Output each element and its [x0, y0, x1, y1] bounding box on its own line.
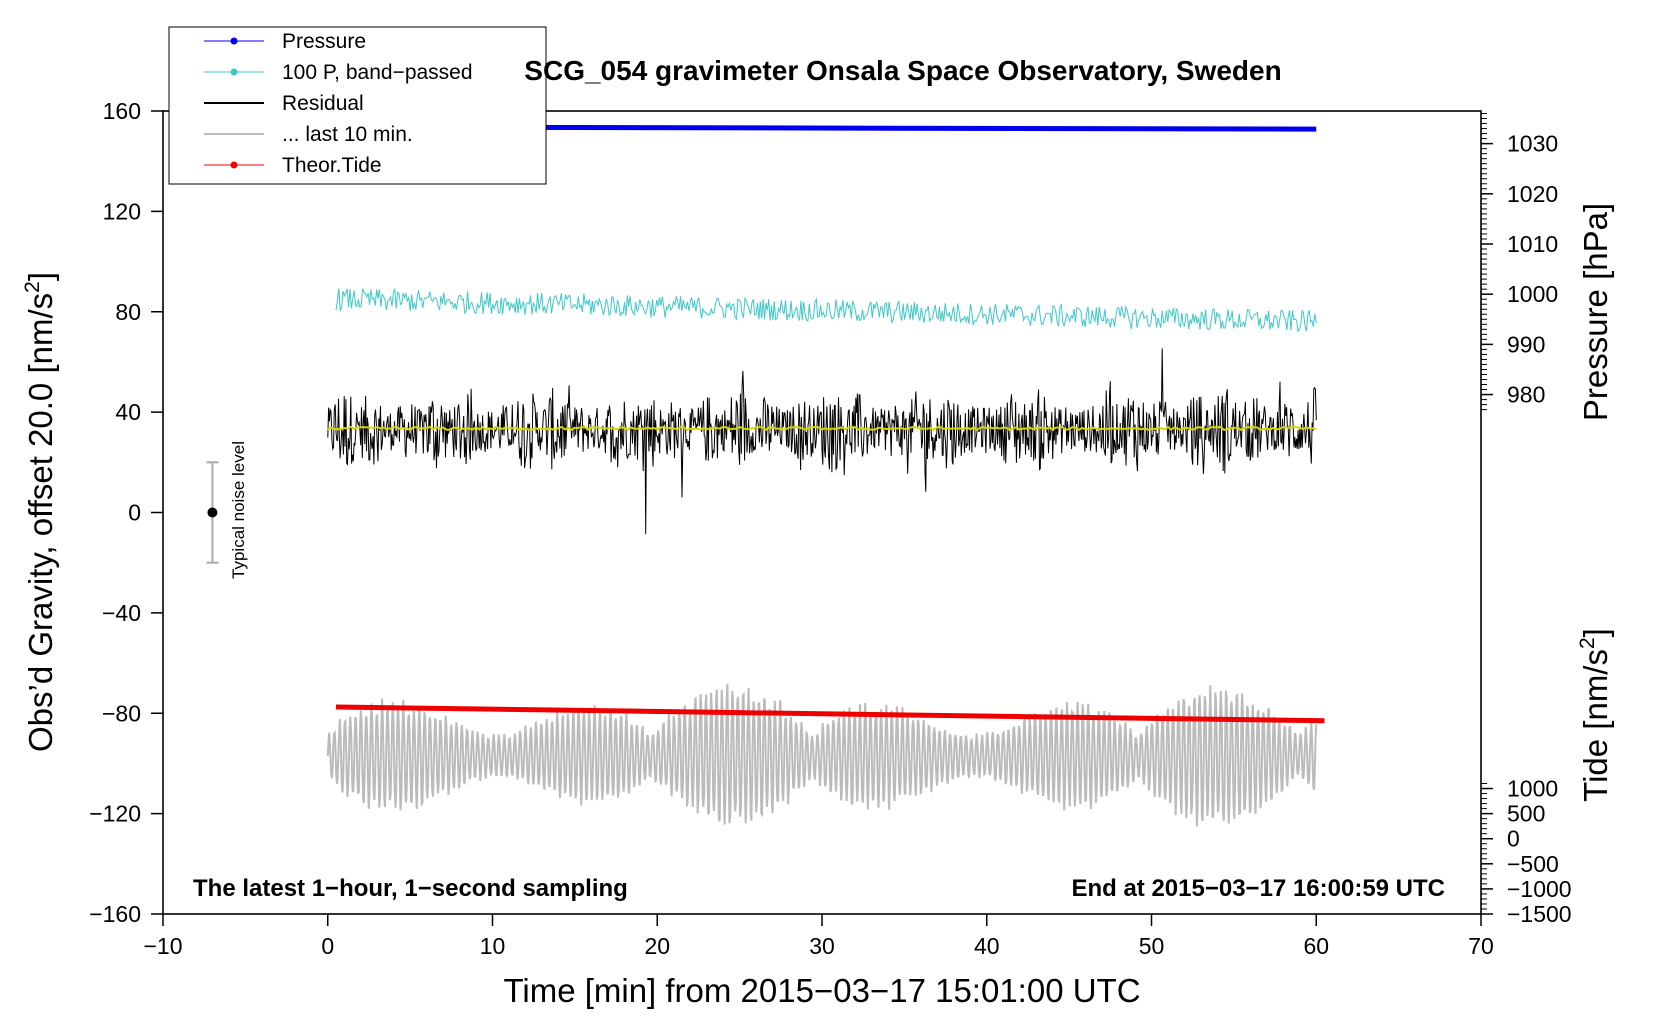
- legend: Pressure 100 P, band−passed Residual ... la…: [168, 26, 547, 185]
- y-axis-title-prefix: Obs’d Gravity, offset 20.0 [nm/s: [22, 293, 59, 752]
- end-time-annotation: End at 2015−03−17 16:00:59 UTC: [1071, 875, 1445, 902]
- pressure-tick-label: 1010: [1507, 231, 1558, 257]
- y-axis-title: Obs’d Gravity, offset 20.0 [nm/s2]: [21, 272, 59, 752]
- y-axis-title-sup: 2: [21, 281, 44, 293]
- noise-bar-dot: [207, 507, 218, 518]
- x-tick-label: 40: [974, 933, 1000, 959]
- x-tick-label: 10: [480, 933, 506, 959]
- y-tick-label: 40: [115, 399, 141, 425]
- x-tick-label: 30: [809, 933, 835, 959]
- x-axis-title: Time [min] from 2015−03−17 15:01:00 UTC: [503, 972, 1140, 1009]
- y-tick-label: 160: [103, 98, 141, 124]
- theoretical-tide-line: [335, 704, 1325, 724]
- legend-label: 100 P, band−passed: [282, 61, 473, 84]
- residual-mean-line: [327, 425, 1317, 432]
- x-tick-label: 50: [1139, 933, 1165, 959]
- y-tick-label: −120: [89, 801, 141, 827]
- pressure-tick-label: 990: [1507, 331, 1545, 357]
- y-tick-label: −40: [102, 600, 141, 626]
- pressure-tick-label: 1030: [1507, 131, 1558, 157]
- chart-title: SCG_054 gravimeter Onsala Space Observat…: [524, 55, 1281, 86]
- legend-swatch-dot: [230, 161, 238, 169]
- legend-box: [168, 26, 547, 185]
- legend-swatch-dot: [230, 68, 238, 76]
- x-tick-label: 0: [321, 933, 334, 959]
- x-tick-label: 70: [1468, 933, 1494, 959]
- band-passed-pressure-line: [335, 287, 1317, 333]
- tide-axis-title-prefix: Tide [nm/s: [1577, 649, 1614, 802]
- residual-line: [327, 348, 1317, 535]
- x-tick-label: 20: [644, 933, 670, 959]
- y-tick-label: −160: [89, 901, 141, 927]
- y-tick-label: −80: [102, 700, 141, 726]
- last-10-min-line: [326, 683, 1318, 827]
- pressure-axis-title: Pressure [hPa]: [1577, 203, 1614, 421]
- tide-axis-title-sup: 2: [1576, 637, 1599, 649]
- legend-swatch-dot: [230, 37, 238, 45]
- tide-tick-label: 500: [1507, 801, 1545, 827]
- x-tick-label: 60: [1303, 933, 1329, 959]
- pressure-tick-label: 980: [1507, 382, 1545, 408]
- legend-label: ... last 10 min.: [282, 123, 413, 146]
- y-tick-label: 120: [103, 198, 141, 224]
- tide-tick-label: −1500: [1507, 901, 1572, 927]
- axes-layer: −10 0 10 20 30 40 50 60 70−160−120−80−4004080120…: [89, 98, 1571, 959]
- noise-level-label: Typical noise level: [229, 441, 248, 579]
- y-axis-title-suffix: ]: [22, 272, 59, 281]
- y-tick-label: 0: [128, 500, 141, 526]
- tide-axis-title-suffix: ]: [1577, 628, 1614, 637]
- data-layer: [206, 124, 1325, 827]
- x-tick-label: −10: [143, 933, 182, 959]
- pressure-tick-label: 1020: [1507, 181, 1558, 207]
- tide-tick-label: −500: [1507, 851, 1559, 877]
- y-tick-label: 80: [115, 299, 141, 325]
- tide-tick-label: 1000: [1507, 776, 1558, 802]
- legend-label: Pressure: [282, 30, 366, 53]
- sampling-annotation: The latest 1−hour, 1−second sampling: [193, 875, 628, 902]
- pressure-tick-label: 1000: [1507, 281, 1558, 307]
- tide-tick-label: −1000: [1507, 876, 1572, 902]
- tide-tick-label: 0: [1507, 826, 1520, 852]
- tide-axis-title: Tide [nm/s2]: [1576, 628, 1614, 802]
- legend-label: Residual: [282, 92, 364, 115]
- legend-label: Theor.Tide: [282, 154, 382, 177]
